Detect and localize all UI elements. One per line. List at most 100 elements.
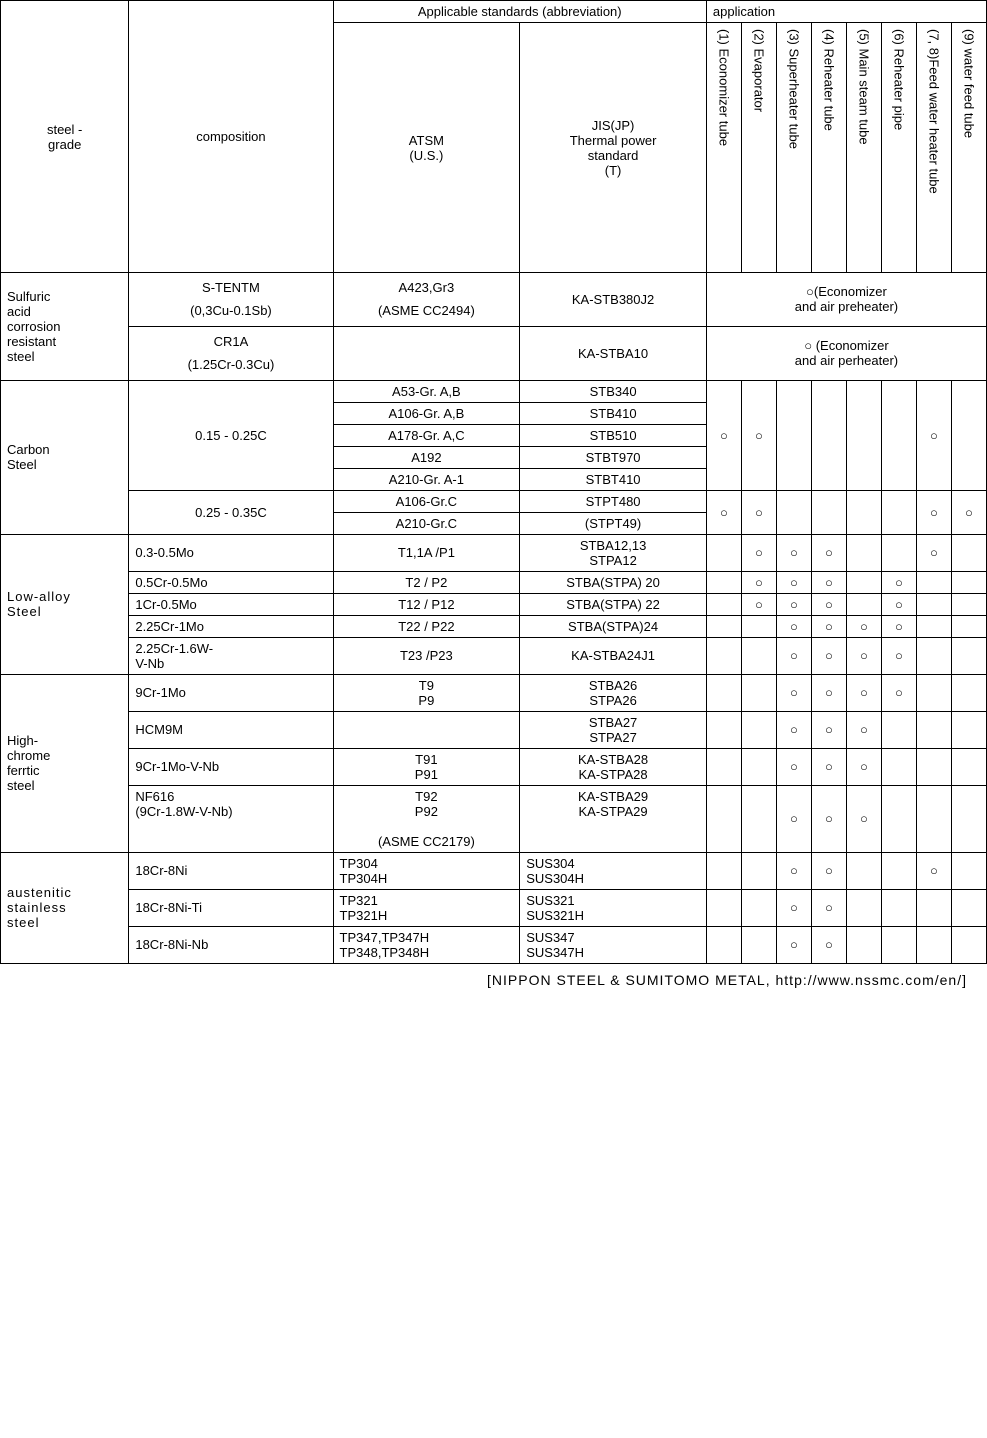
cell-atsm: A210-Gr. A-1 [333,468,520,490]
cell-atsm: A53-Gr. A,B [333,380,520,402]
cell-jis: SUS347 SUS347H [520,926,707,963]
table-row: 2.25Cr-1Mo T22 / P22 STBA(STPA)24 ○○○○ [1,615,987,637]
cell-mark: ○ [776,593,811,615]
table-row: Carbon Steel 0.15 - 0.25C A53-Gr. A,B ST… [1,380,987,402]
cell-mark [706,593,741,615]
cell-jis: STB410 [520,402,707,424]
cell-mark [916,637,951,674]
cell-atsm [333,711,520,748]
cell-atsm [333,326,520,380]
cell-atsm: A210-Gr.C [333,512,520,534]
cell-mark [916,785,951,852]
cell-mark [951,748,986,785]
cell-comp: 0.5Cr-0.5Mo [129,571,333,593]
cell-mark: ○ [811,748,846,785]
cell-mark: ○ [916,490,951,534]
header-application: application [706,1,986,23]
table-row: 1Cr-0.5Mo T12 / P12 STBA(STPA) 22 ○○○○ [1,593,987,615]
cell-atsm: A178-Gr. A,C [333,424,520,446]
table-row: 18Cr-8Ni-Nb TP347,TP347H TP348,TP348H SU… [1,926,987,963]
cell-mark [881,490,916,534]
cell-mark [706,637,741,674]
header-app-2: (2) Evaporator [741,23,776,273]
table-row: HCM9M STBA27 STPA27 ○○○ [1,711,987,748]
cell-comp: 2.25Cr-1.6W- V-Nb [129,637,333,674]
cell-mark [706,534,741,571]
table-row: austenitic stainless steel 18Cr-8Ni TP30… [1,852,987,889]
cell-jis: (STPT49) [520,512,707,534]
cell-mark: ○ [811,534,846,571]
cell-atsm: TP347,TP347H TP348,TP348H [333,926,520,963]
cell-jis: STB340 [520,380,707,402]
cell-mark: ○ [811,637,846,674]
cell-mark: ○ [776,748,811,785]
cell-grade-sulfuric: Sulfuric acid corrosion resistant steel [1,273,129,381]
cell-atsm: A423,Gr3 (ASME CC2494) [333,273,520,327]
cell-mark [741,615,776,637]
cell-mark [881,785,916,852]
cell-mark: ○ [846,711,881,748]
cell-jis: SUS304 SUS304H [520,852,707,889]
cell-mark [916,889,951,926]
cell-grade-highcr: High- chrome ferrtic steel [1,674,129,852]
header-steel-grade: steel - grade [1,1,129,273]
cell-mark [846,571,881,593]
cell-mark [706,615,741,637]
cell-atsm: A192 [333,446,520,468]
cell-mark: ○ [881,593,916,615]
cell-jis: STBA27 STPA27 [520,711,707,748]
cell-mark [951,571,986,593]
cell-mark: ○ [881,571,916,593]
cell-atsm: T2 / P2 [333,571,520,593]
cell-mark [741,785,776,852]
cell-mark [916,711,951,748]
cell-note: ○ (Economizer and air perheater) [706,326,986,380]
header-applicable: Applicable standards (abbreviation) [333,1,706,23]
cell-mark [741,748,776,785]
cell-mark: ○ [811,615,846,637]
cell-mark: ○ [776,534,811,571]
cell-comp: 0.3-0.5Mo [129,534,333,571]
cell-mark [741,674,776,711]
cell-mark: ○ [706,490,741,534]
cell-atsm: A106-Gr.C [333,490,520,512]
cell-mark [951,926,986,963]
cell-mark: ○ [776,889,811,926]
cell-mark: ○ [846,674,881,711]
table-row: 0.25 - 0.35C A106-Gr.C STPT480 ○ ○ ○ ○ [1,490,987,512]
cell-mark [776,380,811,490]
cell-mark [951,637,986,674]
table-row: 18Cr-8Ni-Ti TP321 TP321H SUS321 SUS321H … [1,889,987,926]
cell-comp: 18Cr-8Ni-Ti [129,889,333,926]
cell-mark [706,711,741,748]
cell-mark [741,926,776,963]
cell-mark: ○ [811,785,846,852]
cell-jis: STBA12,13 STPA12 [520,534,707,571]
cell-comp: HCM9M [129,711,333,748]
cell-grade-carbon: Carbon Steel [1,380,129,534]
header-jis: JIS(JP) Thermal power standard (T) [520,23,707,273]
cell-mark [951,852,986,889]
cell-mark [951,711,986,748]
header-app-8: (9) water feed tube [951,23,986,273]
table-row: Low-alloy Steel 0.3-0.5Mo T1,1A /P1 STBA… [1,534,987,571]
cell-jis: STB510 [520,424,707,446]
cell-mark: ○ [881,674,916,711]
table-row: CR1A (1.25Cr-0.3Cu) KA-STBA10 ○ (Economi… [1,326,987,380]
cell-mark [846,889,881,926]
cell-mark [916,926,951,963]
header-app-4: (4) Reheater tube [811,23,846,273]
cell-comp: 9Cr-1Mo [129,674,333,711]
cell-mark [811,490,846,534]
cell-mark: ○ [881,637,916,674]
cell-jis: STBA26 STPA26 [520,674,707,711]
cell-mark [951,674,986,711]
cell-mark: ○ [741,534,776,571]
cell-mark: ○ [916,852,951,889]
cell-mark [881,926,916,963]
header-app-5: (5) Main steam tube [846,23,881,273]
cell-grade-austenitic: austenitic stainless steel [1,852,129,963]
cell-jis: STBA(STPA) 20 [520,571,707,593]
cell-mark [951,889,986,926]
cell-jis: KA-STBA28 KA-STPA28 [520,748,707,785]
